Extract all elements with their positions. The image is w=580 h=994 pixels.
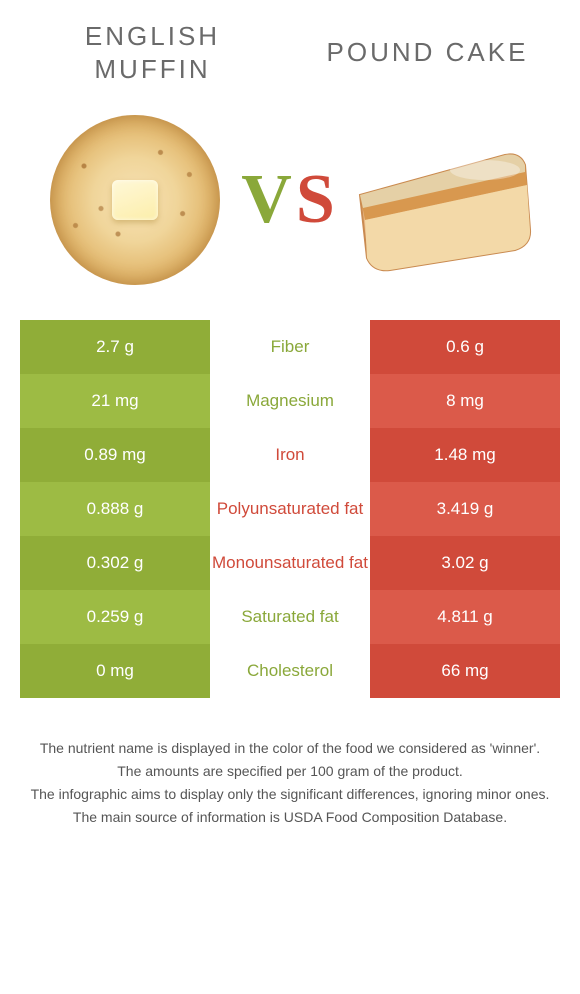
table-row: 0.89 mgIron1.48 mg [20,428,560,482]
vs-v: V [241,161,296,238]
right-value-cell: 66 mg [370,644,560,698]
table-row: 0.259 gSaturated fat4.811 g [20,590,560,644]
nutrient-label: Fiber [210,320,370,374]
right-food-title: Pound cake [315,36,540,69]
title-row: English muffin Pound cake [0,20,580,85]
right-value-cell: 3.419 g [370,482,560,536]
footer-line: The amounts are specified per 100 gram o… [30,761,550,782]
nutrient-label: Polyunsaturated fat [210,482,370,536]
table-row: 0.302 gMonounsaturated fat3.02 g [20,536,560,590]
nutrient-label: Monounsaturated fat [210,536,370,590]
table-row: 0 mgCholesterol66 mg [20,644,560,698]
nutrient-label: Saturated fat [210,590,370,644]
left-value-cell: 0.888 g [20,482,210,536]
left-value-cell: 21 mg [20,374,210,428]
left-value-cell: 0.89 mg [20,428,210,482]
footer-line: The nutrient name is displayed in the co… [30,738,550,759]
left-food-title: English muffin [40,20,265,85]
table-row: 21 mgMagnesium8 mg [20,374,560,428]
right-value-cell: 3.02 g [370,536,560,590]
left-value-cell: 0.259 g [20,590,210,644]
right-value-cell: 8 mg [370,374,560,428]
table-row: 2.7 gFiber0.6 g [20,320,560,374]
image-row: VS [0,105,580,295]
table-row: 0.888 gPolyunsaturated fat3.419 g [20,482,560,536]
left-value-cell: 0.302 g [20,536,210,590]
nutrient-label: Iron [210,428,370,482]
left-value-cell: 0 mg [20,644,210,698]
footer-line: The main source of information is USDA F… [30,807,550,828]
nutrient-label: Cholesterol [210,644,370,698]
pound-cake-image [350,105,540,295]
nutrient-label: Magnesium [210,374,370,428]
right-value-cell: 4.811 g [370,590,560,644]
nutrient-table: 2.7 gFiber0.6 g21 mgMagnesium8 mg0.89 mg… [20,320,560,698]
left-value-cell: 2.7 g [20,320,210,374]
footer-line: The infographic aims to display only the… [30,784,550,805]
vs-s: S [296,161,339,238]
footer-notes: The nutrient name is displayed in the co… [0,698,580,828]
right-value-cell: 1.48 mg [370,428,560,482]
english-muffin-image [40,105,230,295]
right-value-cell: 0.6 g [370,320,560,374]
vs-label: VS [241,160,339,240]
